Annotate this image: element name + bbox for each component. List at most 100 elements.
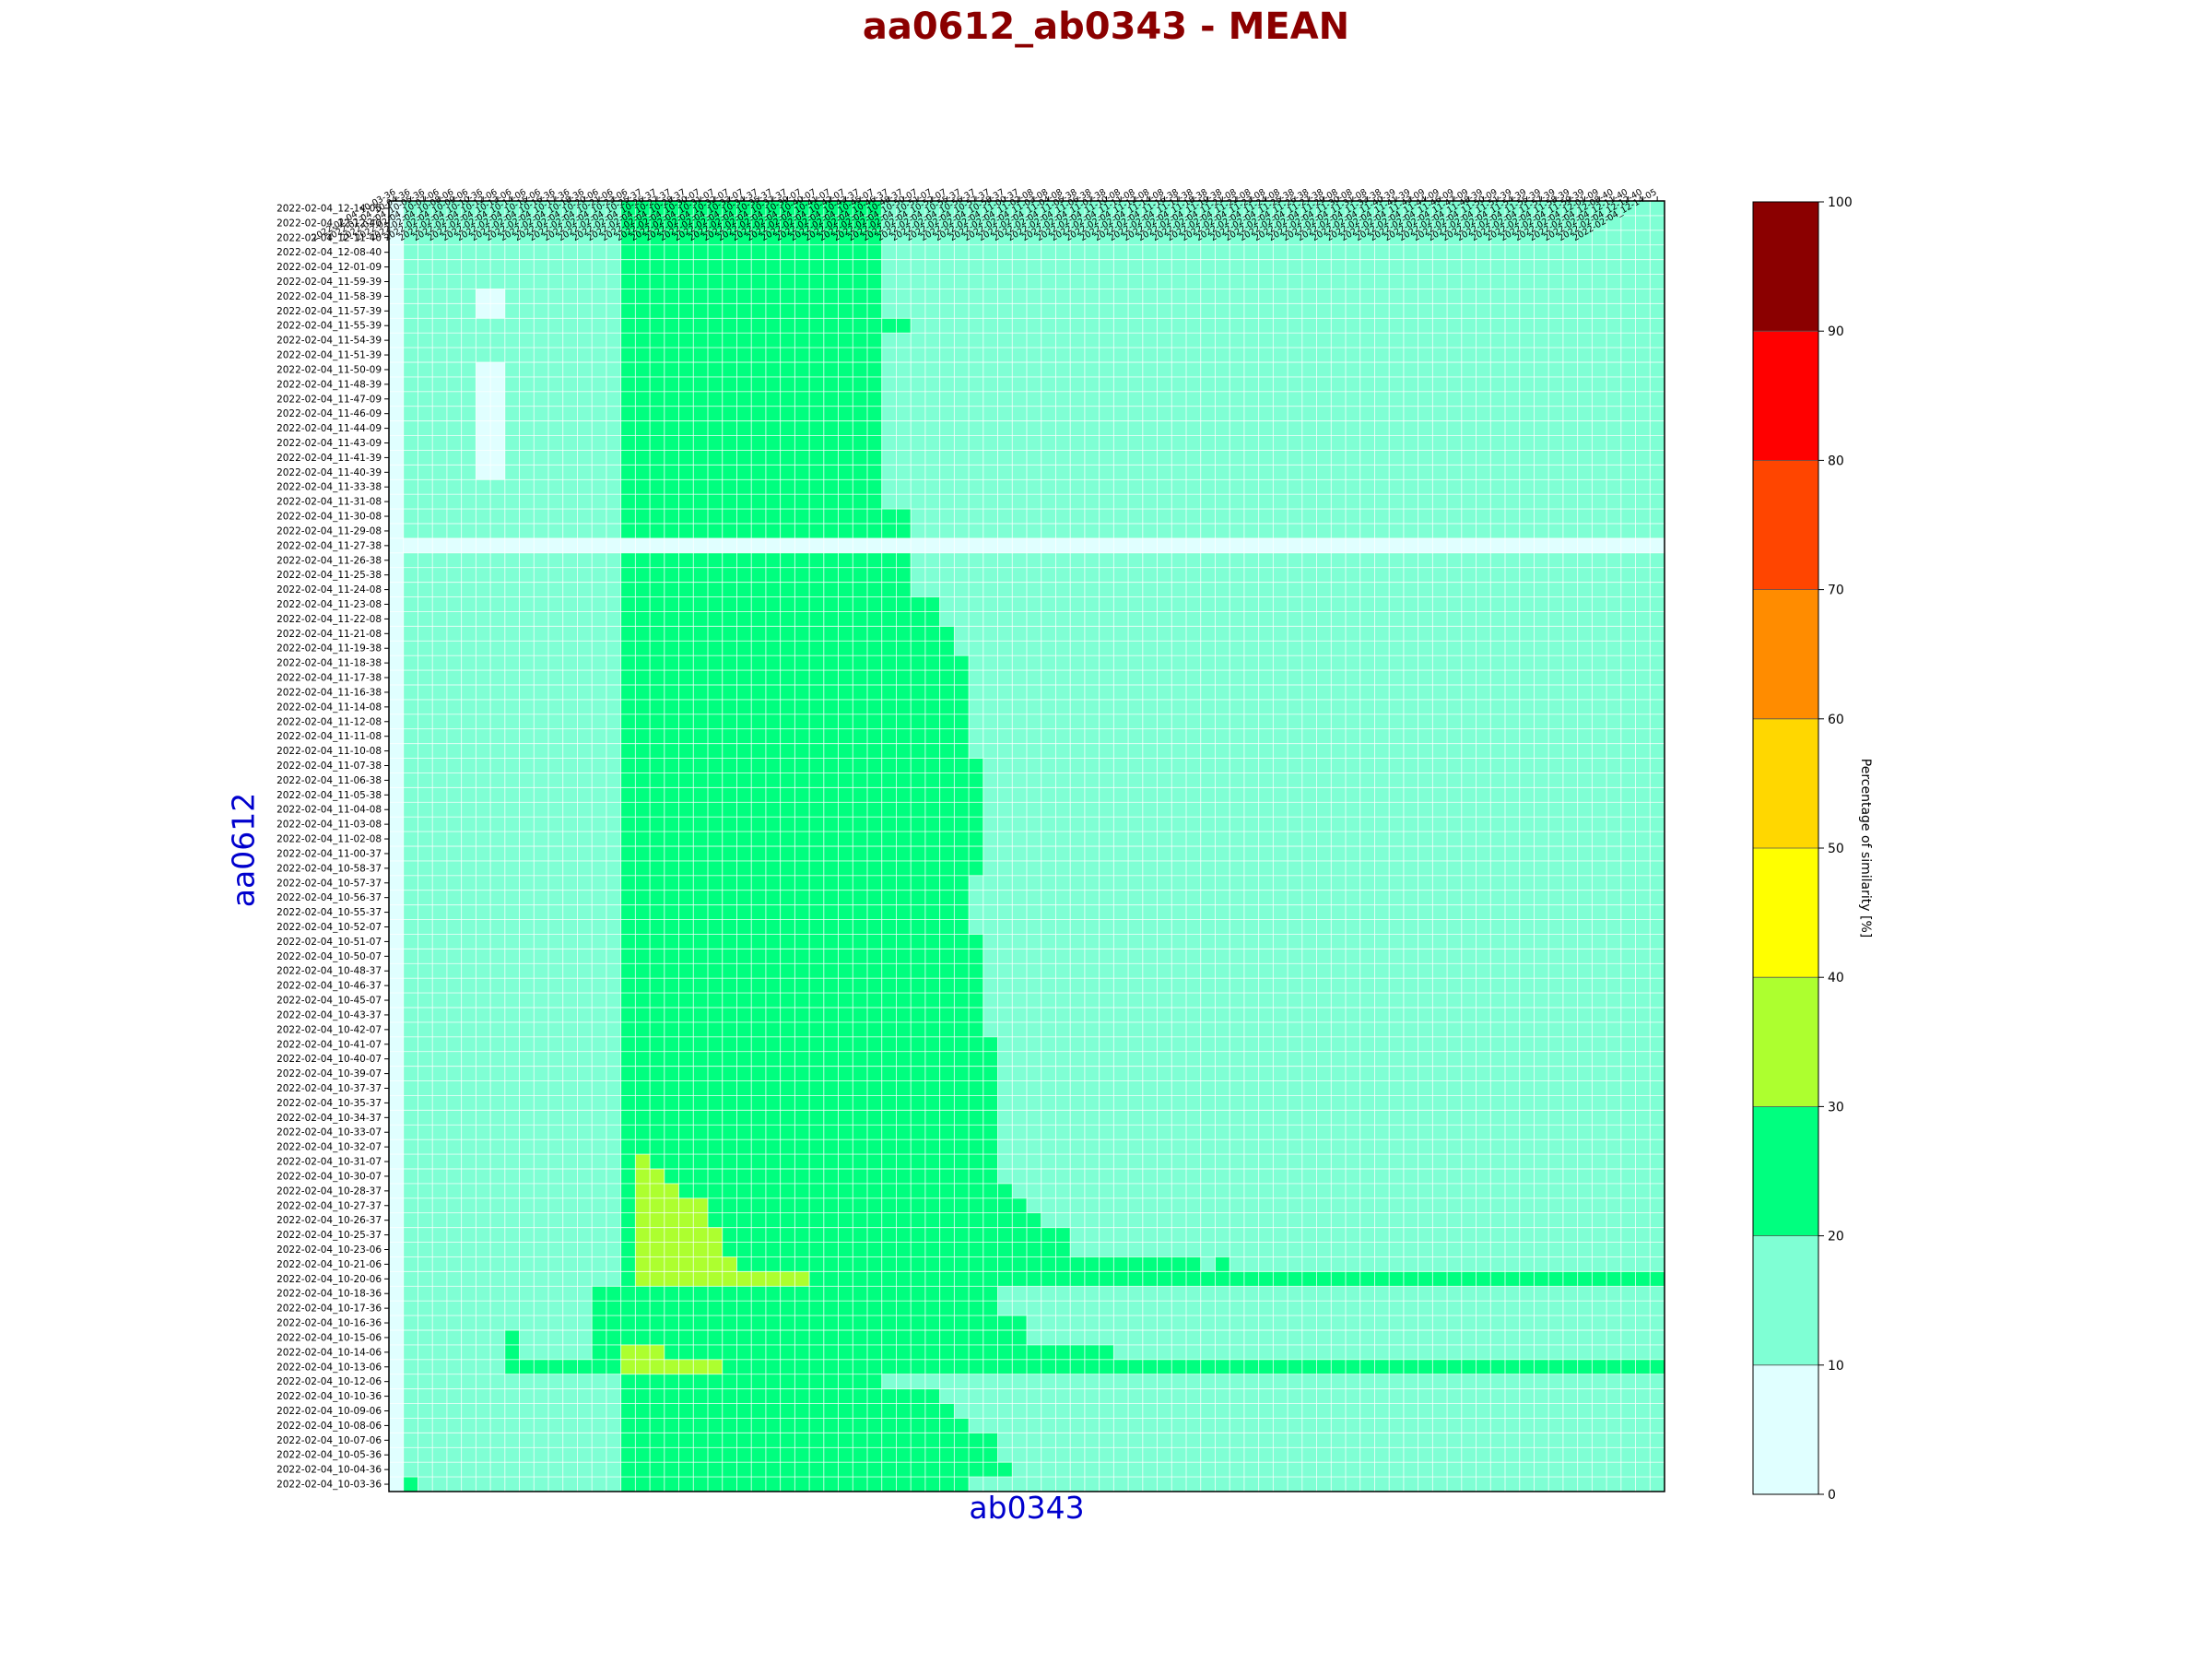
heatmap-cell: [1592, 802, 1607, 818]
heatmap-cell: [1447, 714, 1463, 730]
heatmap-cell: [650, 728, 665, 744]
heatmap-cell: [1041, 890, 1056, 905]
heatmap-cell: [592, 552, 607, 569]
heatmap-cell: [1476, 567, 1491, 583]
heatmap-cell: [1548, 655, 1564, 671]
heatmap-cell: [1577, 552, 1593, 569]
heatmap-cell: [1171, 289, 1187, 304]
heatmap-cell: [1128, 904, 1144, 920]
heatmap-cell: [1171, 699, 1187, 715]
heatmap-cell: [1519, 567, 1535, 583]
heatmap-cell: [1374, 215, 1390, 231]
heatmap-cell: [1592, 567, 1607, 583]
heatmap-cell: [823, 875, 839, 891]
heatmap-cell: [1099, 904, 1114, 920]
heatmap-cell: [1099, 303, 1114, 319]
heatmap-cell: [1186, 919, 1202, 935]
heatmap-cell: [1650, 670, 1665, 686]
heatmap-cell: [504, 685, 520, 701]
heatmap-cell: [432, 259, 448, 275]
heatmap-cell: [418, 963, 433, 979]
heatmap-cell: [1243, 904, 1259, 920]
heatmap-cell: [809, 303, 825, 319]
heatmap-cell: [722, 685, 737, 701]
heatmap-cell: [1374, 743, 1390, 759]
heatmap-cell: [1288, 890, 1303, 905]
heatmap-cell: [1447, 552, 1463, 569]
heatmap-cell: [1577, 875, 1593, 891]
heatmap-cell: [1230, 699, 1245, 715]
heatmap-cell: [969, 949, 984, 964]
heatmap-cell: [1505, 524, 1521, 539]
heatmap-cell: [1592, 552, 1607, 569]
heatmap-cell: [1113, 655, 1129, 671]
heatmap-cell: [1606, 626, 1622, 642]
heatmap-cell: [736, 1008, 752, 1023]
heatmap-cell: [1316, 333, 1332, 348]
heatmap-cell: [1461, 552, 1477, 569]
heatmap-cell: [1200, 934, 1216, 949]
heatmap-cell: [853, 391, 868, 407]
heatmap-cell: [765, 611, 781, 627]
heatmap-cell: [1374, 714, 1390, 730]
heatmap-cell: [1592, 318, 1607, 334]
heatmap-cell: [722, 567, 737, 583]
heatmap-cell: [620, 832, 636, 847]
heatmap-cell: [664, 655, 679, 671]
heatmap-cell: [722, 743, 737, 759]
heatmap-cell: [504, 919, 520, 935]
heatmap-cell: [418, 787, 433, 803]
heatmap-cell: [1577, 420, 1593, 436]
heatmap-cell: [432, 524, 448, 539]
heatmap-cell: [1432, 524, 1448, 539]
heatmap-cell: [1635, 919, 1651, 935]
heatmap-cell: [1359, 626, 1375, 642]
heatmap-cell: [1041, 978, 1056, 994]
heatmap-cell: [548, 934, 564, 949]
heatmap-cell: [1389, 465, 1405, 480]
heatmap-cell: [1099, 641, 1114, 656]
heatmap-cell: [794, 860, 810, 877]
heatmap-cell: [1432, 934, 1448, 949]
heatmap-cell: [562, 376, 578, 393]
heatmap-cell: [1084, 289, 1100, 304]
heatmap-cell: [1331, 978, 1347, 994]
heatmap-cell: [838, 391, 853, 407]
heatmap-cell: [476, 728, 491, 744]
heatmap-cell: [548, 362, 564, 378]
heatmap-cell: [432, 244, 448, 260]
heatmap-cell: [1273, 450, 1288, 466]
heatmap-cell: [418, 348, 433, 363]
heatmap-cell: [1186, 641, 1202, 656]
heatmap-cell: [736, 655, 752, 671]
heatmap-cell: [432, 230, 448, 246]
heatmap-cell: [1577, 846, 1593, 862]
heatmap-cell: [519, 362, 535, 378]
heatmap-cell: [1534, 333, 1549, 348]
heatmap-cell: [911, 728, 926, 744]
heatmap-cell: [1374, 552, 1390, 569]
heatmap-cell: [1230, 963, 1245, 979]
heatmap-cell: [1084, 1021, 1100, 1038]
heatmap-cell: [461, 465, 477, 480]
heatmap-cell: [418, 919, 433, 935]
heatmap-cell: [461, 582, 477, 597]
heatmap-cell: [1519, 714, 1535, 730]
heatmap-cell: [867, 552, 883, 569]
heatmap-cell: [1346, 802, 1361, 818]
heatmap-cell: [446, 289, 462, 304]
heatmap-cell: [620, 641, 636, 656]
heatmap-cell: [1374, 494, 1390, 510]
heatmap-cell: [1258, 333, 1274, 348]
heatmap-cell: [911, 201, 926, 217]
heatmap-cell: [1331, 890, 1347, 905]
heatmap-cell: [969, 524, 984, 539]
heatmap-cell: [1243, 626, 1259, 642]
heatmap-cell: [1562, 860, 1578, 877]
heatmap-cell: [1215, 714, 1230, 730]
heatmap-cell: [1070, 802, 1086, 818]
heatmap-cell: [1635, 259, 1651, 275]
heatmap-cell: [867, 201, 883, 217]
heatmap-cell: [881, 919, 897, 935]
heatmap-cell: [969, 802, 984, 818]
